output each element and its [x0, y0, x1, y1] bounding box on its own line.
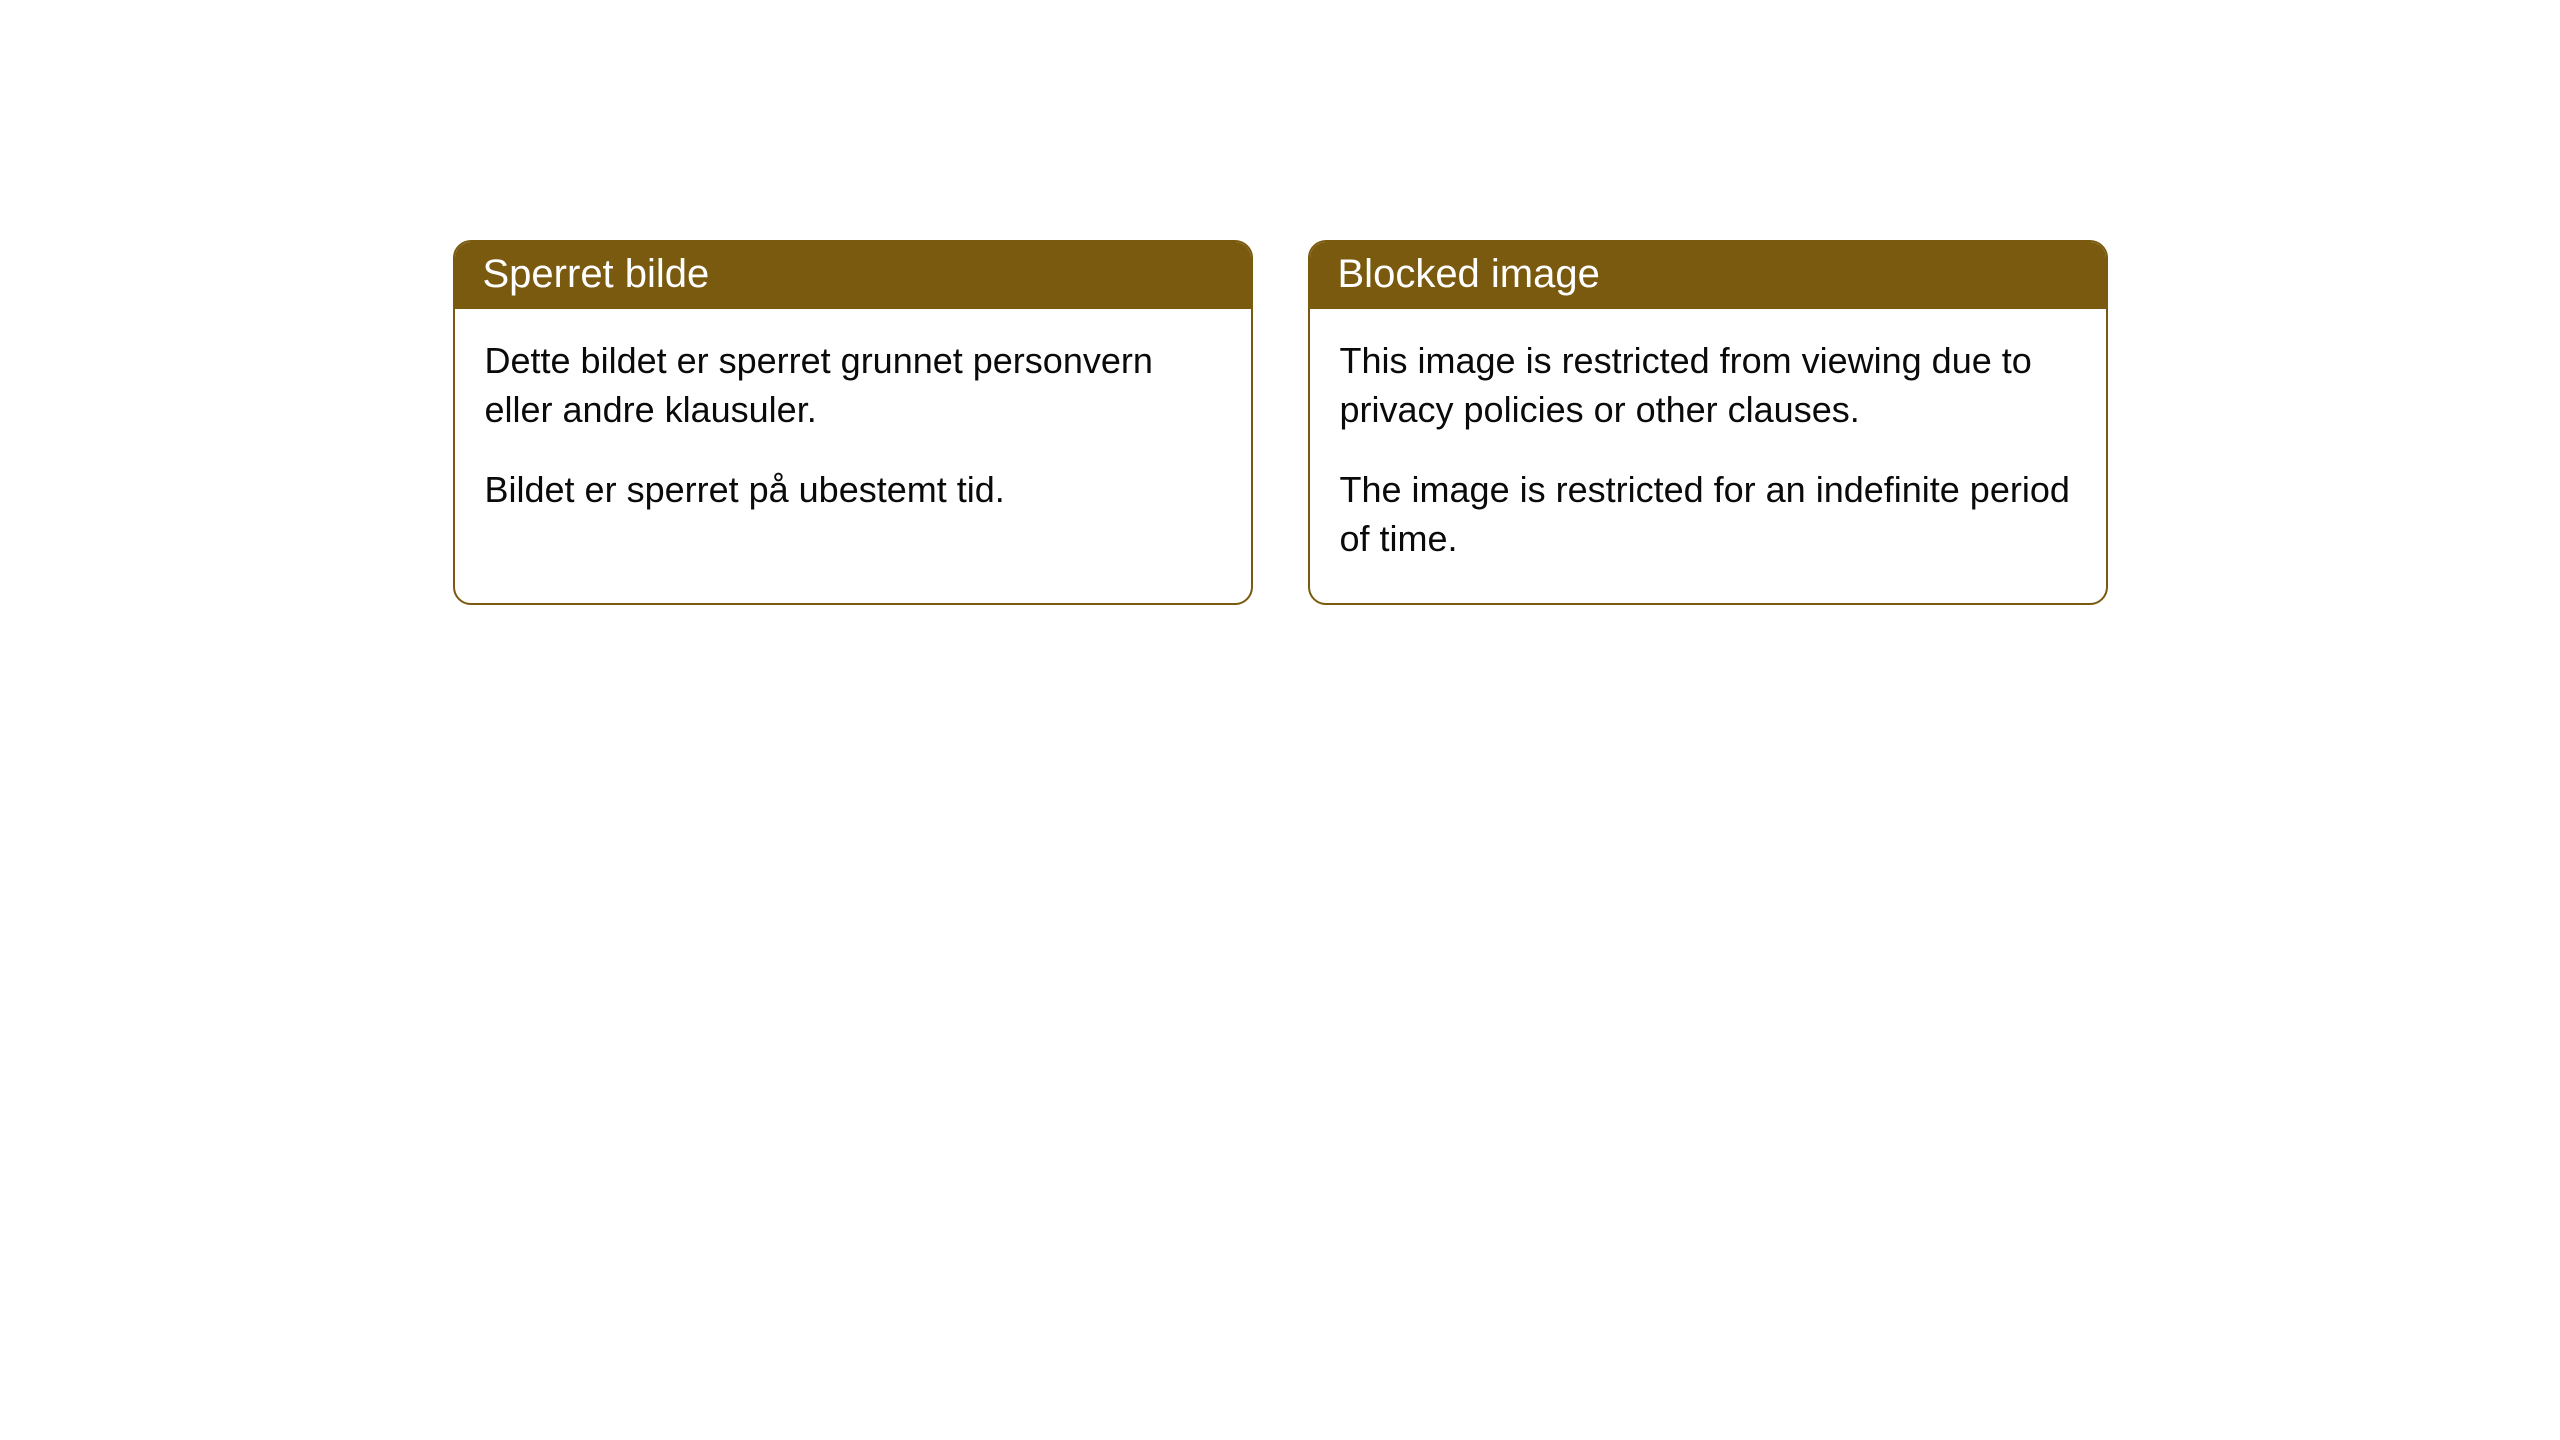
card-header-english: Blocked image	[1310, 242, 2106, 309]
blocked-image-card-norwegian: Sperret bilde Dette bildet er sperret gr…	[453, 240, 1253, 605]
card-body-english: This image is restricted from viewing du…	[1310, 309, 2106, 603]
card-body-norwegian: Dette bildet er sperret grunnet personve…	[455, 309, 1251, 555]
blocked-image-card-english: Blocked image This image is restricted f…	[1308, 240, 2108, 605]
card-paragraph-1-norwegian: Dette bildet er sperret grunnet personve…	[485, 337, 1221, 434]
card-paragraph-1-english: This image is restricted from viewing du…	[1340, 337, 2076, 434]
card-paragraph-2-norwegian: Bildet er sperret på ubestemt tid.	[485, 466, 1221, 515]
cards-container: Sperret bilde Dette bildet er sperret gr…	[0, 240, 2560, 605]
card-paragraph-2-english: The image is restricted for an indefinit…	[1340, 466, 2076, 563]
card-header-norwegian: Sperret bilde	[455, 242, 1251, 309]
